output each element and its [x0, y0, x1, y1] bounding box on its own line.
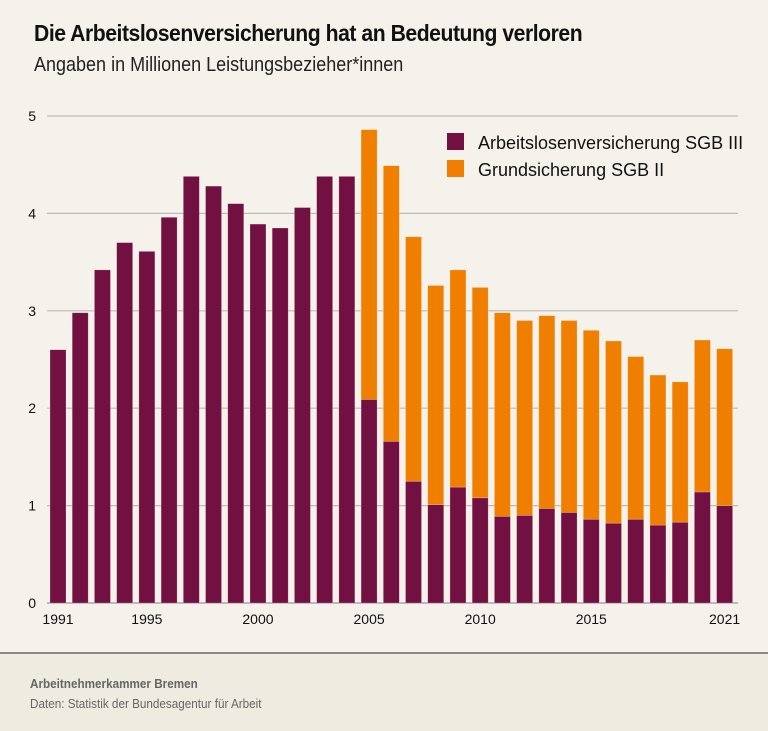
bar-sgb3-1992	[71, 312, 89, 604]
bar-sgb3-2006	[382, 441, 400, 604]
bar-sgb3-2018	[649, 524, 667, 604]
y-tick-label: 4	[28, 205, 36, 221]
bar-sgb3-2007	[405, 480, 422, 604]
y-tick-label: 5	[28, 108, 36, 124]
footer: Arbeitnehmerkammer Bremen Daten: Statist…	[0, 652, 768, 731]
legend: Arbeitslosenversicherung SGB III Grundsi…	[447, 133, 743, 180]
bar-sgb3-2010	[471, 497, 489, 604]
bar-sgb3-2000	[249, 223, 267, 604]
bar-sgb3-2020	[694, 491, 711, 604]
stacked-bar-chart: 0 1 2 3 4 5 1991 1995 2000 2005 2010 2015 2021 Arbe…	[28, 108, 743, 627]
bar-sgb2-2017	[627, 356, 645, 520]
publisher: Arbeitnehmerkammer Bremen	[30, 676, 198, 691]
x-tick-label: 2010	[465, 611, 496, 627]
bar-sgb3-2001	[271, 227, 289, 604]
y-tick-label: 3	[28, 303, 36, 319]
x-tick-label: 2000	[242, 611, 273, 627]
bar-sgb3-1998	[205, 185, 222, 604]
bar-sgb3-2008	[427, 504, 445, 604]
bar-sgb3-2014	[560, 512, 578, 604]
bar-sgb3-2015	[582, 518, 600, 604]
bar-sgb3-2004	[338, 176, 356, 604]
bar-sgb3-2012	[516, 515, 533, 604]
bar-sgb2-2021	[716, 348, 733, 506]
legend-label-sgb2: Grundsicherung SGB II	[478, 160, 664, 180]
bar-sgb3-1993	[94, 269, 111, 604]
bar-sgb2-2012	[516, 320, 533, 516]
legend-label-sgb3: Arbeitslosenversicherung SGB III	[478, 133, 743, 153]
x-tick-label: 2021	[709, 611, 740, 627]
bar-sgb3-1999	[227, 203, 245, 604]
bar-sgb2-2014	[560, 320, 578, 513]
bar-sgb2-2013	[538, 315, 556, 509]
y-tick-label: 2	[28, 400, 36, 416]
bar-sgb3-2017	[627, 518, 645, 604]
x-tick-label: 1995	[131, 611, 162, 627]
x-tick-label: 2005	[354, 611, 385, 627]
bar-sgb3-1995	[138, 251, 156, 604]
bar-sgb3-2019	[671, 521, 689, 604]
bar-sgb3-2013	[538, 508, 556, 604]
data-source: Daten: Statistik der Bundesagentur für A…	[30, 696, 262, 711]
bar-sgb2-2011	[494, 312, 511, 517]
bar-sgb2-2015	[582, 329, 600, 520]
legend-swatch-sgb3	[447, 133, 464, 150]
x-tick-label: 2015	[576, 611, 607, 627]
bar-sgb2-2018	[649, 374, 667, 526]
bar-sgb2-2020	[694, 339, 711, 493]
bar-sgb3-2021	[716, 505, 733, 604]
bar-sgb3-2003	[316, 176, 333, 604]
bar-sgb2-2009	[449, 269, 467, 488]
bar-sgb2-2005	[360, 129, 378, 400]
bar-sgb3-2009	[449, 486, 467, 604]
bar-sgb3-1991	[49, 349, 67, 604]
bar-sgb3-1996	[160, 216, 178, 604]
bar-sgb3-2016	[605, 522, 622, 604]
bar-sgb2-2008	[427, 285, 445, 505]
y-tick-label: 0	[28, 595, 36, 611]
chart-subtitle: Angaben in Millionen Leistungsbezieher*i…	[34, 54, 404, 76]
x-tick-label: 1991	[42, 611, 73, 627]
bar-sgb2-2007	[405, 236, 422, 482]
bar-sgb3-2005	[360, 399, 378, 604]
bar-sgb2-2006	[382, 165, 400, 442]
bar-sgb2-2019	[671, 381, 689, 523]
y-tick-label: 1	[28, 498, 36, 514]
chart-title: Die Arbeitslosenversicherung hat an Bede…	[34, 20, 583, 46]
bar-sgb2-2016	[605, 340, 622, 524]
bar-sgb3-1994	[116, 242, 133, 604]
bar-sgb2-2010	[471, 287, 489, 499]
bar-sgb3-1997	[183, 176, 200, 604]
bar-sgb3-2002	[294, 207, 311, 604]
bar-sgb3-2011	[494, 516, 511, 604]
legend-swatch-sgb2	[447, 160, 464, 177]
